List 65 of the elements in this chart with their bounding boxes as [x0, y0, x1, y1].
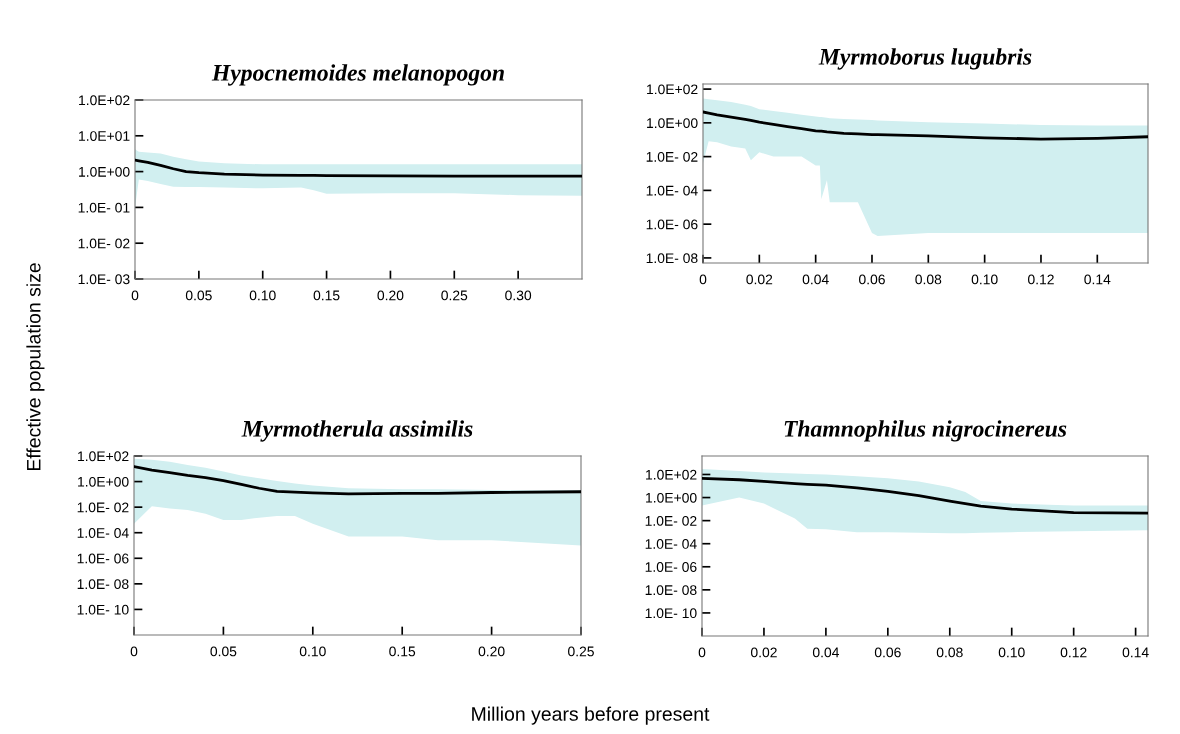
y-tick-label: 1.0E+00 [79, 166, 130, 177]
y-tick-label: 1.0E- 01 [78, 202, 130, 213]
x-tick-label: 0.04 [812, 647, 839, 658]
line-series [134, 465, 581, 496]
x-tick-label: 0.30 [505, 290, 532, 301]
y-tick-label: 1.0E- 06 [646, 219, 698, 230]
x-tick-label: 0 [699, 274, 707, 285]
y-tick-label: 1.0E+01 [79, 131, 130, 141]
x-tick-label: 0.25 [568, 646, 594, 657]
y-tick-label: 1.0E- 02 [77, 502, 129, 513]
y-tick-label: 1.0E- 06 [77, 553, 129, 564]
y-tick-label: 1.0E- 08 [77, 579, 129, 590]
y-tick-label: 1.0E- 04 [646, 185, 698, 196]
x-tick-label: 0.06 [859, 274, 885, 285]
y-tick-label: 1.0E- 08 [646, 253, 698, 264]
x-tick-label: 0 [130, 646, 138, 657]
x-tick-label: 0.06 [874, 647, 901, 658]
y-tick-label: 1.0E+02 [79, 95, 130, 106]
line-series [135, 158, 582, 178]
x-tick-label: 0.02 [746, 274, 773, 285]
y-tick-label: 1.0E+02 [647, 84, 698, 95]
y-tick-label: 1.0E- 04 [77, 528, 129, 538]
x-tick-label: 0.10 [299, 646, 326, 657]
x-tick-label: 0.10 [249, 290, 276, 301]
y-tick-label: 1.0E- 04 [645, 539, 697, 549]
x-tick-label: 0.10 [971, 274, 998, 285]
y-axis-title: Effective population size [26, 263, 45, 471]
x-tick-label: 0.15 [389, 646, 416, 657]
y-tick-label: 1.0E- 10 [645, 608, 697, 619]
y-tick-label: 1.0E- 08 [645, 585, 697, 596]
y-tick-label: 1.0E+00 [78, 476, 129, 487]
x-tick-label: 0.12 [1060, 647, 1087, 658]
x-tick-label: 0.25 [441, 290, 468, 301]
x-tick-label: 0.15 [313, 290, 340, 301]
y-tick-label: 1.0E+02 [646, 469, 697, 480]
line-series [702, 476, 1148, 515]
x-tick-label: 0.14 [1122, 647, 1149, 658]
x-tick-label: 0.14 [1084, 274, 1111, 285]
chart-title: Hypocnemoides melanopogon [211, 64, 504, 86]
x-axis-title: Million years before present [472, 706, 710, 725]
y-tick-label: 1.0E- 06 [645, 562, 697, 572]
x-tick-label: 0.04 [802, 274, 829, 285]
x-tick-label: 0.12 [1028, 274, 1054, 285]
y-tick-label: 1.0E- 03 [78, 274, 130, 285]
x-tick-label: 0 [698, 647, 706, 658]
x-tick-label: 0.05 [210, 646, 237, 657]
y-tick-label: 1.0E- 02 [646, 151, 698, 162]
x-tick-label: 0.08 [915, 274, 942, 285]
x-tick-label: 0.20 [377, 290, 404, 301]
y-tick-label: 1.0E- 02 [78, 238, 130, 249]
y-tick-label: 1.0E- 02 [645, 515, 697, 526]
chart-title: Myrmoborus lugubris [818, 48, 1032, 70]
y-tick-label: 1.0E- 10 [77, 604, 129, 615]
x-tick-label: 0.05 [185, 290, 212, 301]
chart-title: Myrmotherula assimilis [241, 420, 473, 442]
chart-title: Thamnophilus nigrocinereus [784, 420, 1067, 442]
x-tick-label: 0.20 [478, 646, 505, 657]
line-series [703, 110, 1148, 141]
y-tick-label: 1.0E+02 [78, 451, 129, 462]
x-tick-label: 0.10 [998, 647, 1025, 658]
x-tick-label: 0.08 [936, 647, 963, 658]
x-tick-label: 0.02 [750, 647, 777, 658]
x-tick-label: 0 [131, 290, 139, 301]
y-tick-label: 1.0E+00 [647, 118, 698, 129]
y-tick-label: 1.0E+00 [646, 492, 697, 503]
